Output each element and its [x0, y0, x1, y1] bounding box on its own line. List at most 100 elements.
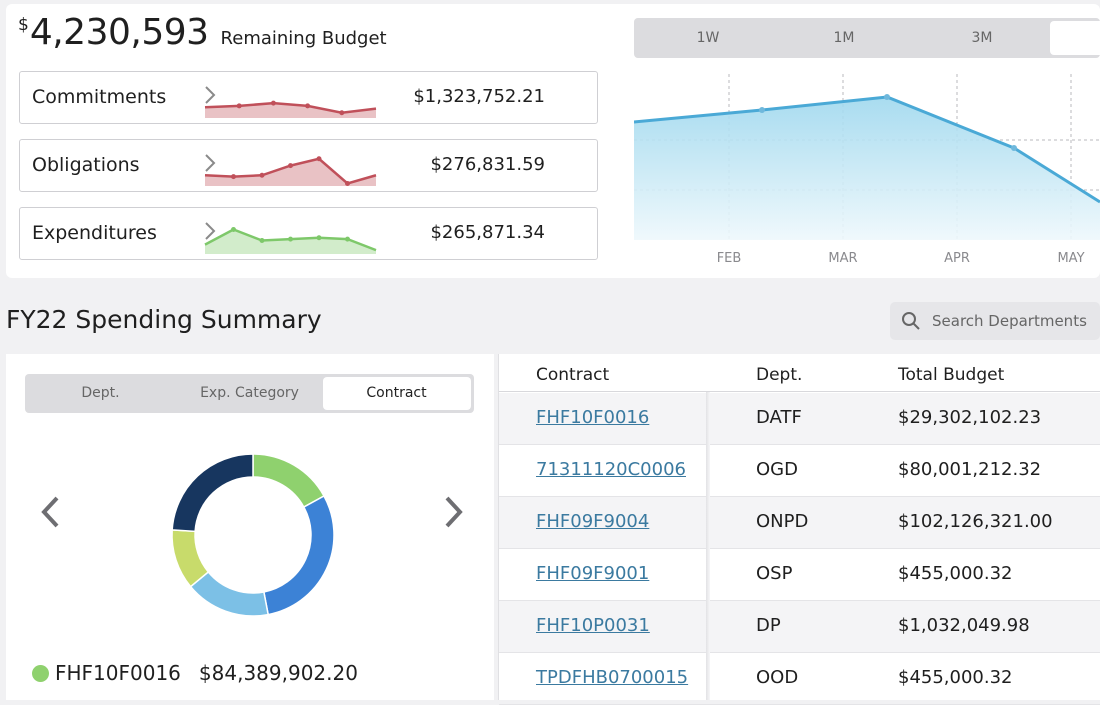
- metric-expenditures[interactable]: Expenditures $265,871.34: [19, 207, 598, 260]
- chevron-right-icon: [205, 222, 216, 240]
- range-selector: 1W 1M 3M: [634, 18, 1100, 58]
- budget-area-chart: FEB MAR APR MAY: [634, 74, 1100, 266]
- chevron-right-icon: [205, 154, 216, 172]
- chevron-right-icon[interactable]: [442, 494, 466, 530]
- sparkline-area: [205, 158, 376, 186]
- donut-segment[interactable]: [189, 570, 270, 617]
- sparkline-point: [288, 236, 293, 242]
- tab-contract[interactable]: Contract: [366, 385, 427, 401]
- section-title: FY22 Spending Summary: [6, 305, 322, 334]
- sparkline-point: [231, 174, 236, 180]
- data-point: [759, 107, 765, 113]
- data-point: [1011, 145, 1017, 151]
- budget-cell: $1,032,049.98: [898, 615, 1030, 636]
- tab-dept[interactable]: Dept.: [81, 385, 120, 401]
- table-row: TPDFHB0700015 OOD $455,000.32: [499, 653, 1100, 705]
- budget-cell: $29,302,102.23: [898, 407, 1042, 428]
- breakdown-selected-indicator: [323, 377, 471, 410]
- sparkline-point: [316, 235, 322, 241]
- sparkline-point: [316, 156, 322, 162]
- budget-cell: $455,000.32: [898, 667, 1013, 688]
- table-header: Contract Dept. Total Budget: [499, 354, 1100, 392]
- x-tick-label: FEB: [717, 251, 742, 266]
- table-row: FHF09F9004 ONPD $102,126,321.00: [499, 497, 1100, 549]
- currency-symbol: $: [18, 15, 29, 35]
- legend-label: FHF10F0016: [55, 661, 181, 685]
- table-row: FHF09F9001 OSP $455,000.32: [499, 549, 1100, 601]
- table-row: 71311120C0006 OGD $80,001,212.32: [499, 445, 1100, 497]
- x-tick-label: APR: [944, 251, 970, 266]
- metric-name: Expenditures: [32, 222, 157, 244]
- dept-cell: OGD: [756, 459, 798, 480]
- contract-link[interactable]: FHF10P0031: [536, 615, 650, 636]
- sparkline-point: [270, 100, 276, 106]
- budget-cell: $455,000.32: [898, 563, 1013, 584]
- dept-cell: DP: [756, 615, 781, 636]
- metric-value: $276,831.59: [430, 154, 545, 175]
- donut-legend: FHF10F0016 $84,389,902.20: [32, 661, 358, 685]
- sparkline-point: [305, 103, 311, 109]
- sparkline-point: [259, 238, 265, 243]
- column-divider: [706, 392, 710, 700]
- budget-label: Remaining Budget: [220, 28, 387, 49]
- metric-obligations[interactable]: Obligations $276,831.59: [19, 139, 598, 192]
- donut-segment[interactable]: [262, 494, 335, 616]
- dept-cell: ONPD: [756, 511, 809, 532]
- budget-cell: $80,001,212.32: [898, 459, 1042, 480]
- header-total-budget[interactable]: Total Budget: [898, 365, 1005, 385]
- header-dept[interactable]: Dept.: [756, 365, 803, 385]
- remaining-budget: $ 4,230,593 Remaining Budget: [18, 12, 387, 53]
- metric-value: $1,323,752.21: [413, 86, 545, 107]
- metric-name: Commitments: [32, 86, 167, 108]
- sparkline-point: [345, 181, 350, 186]
- search-box[interactable]: [890, 302, 1100, 340]
- legend-swatch: [32, 664, 49, 682]
- area-fill: [634, 97, 1100, 240]
- table-row: FHF10F0016 DATF $29,302,102.23: [499, 393, 1100, 445]
- range-tab-1w[interactable]: 1W: [696, 30, 720, 46]
- legend-amount: $84,389,902.20: [198, 661, 358, 685]
- dept-cell: OOD: [756, 667, 799, 688]
- contract-link[interactable]: FHF10F0016: [536, 407, 650, 428]
- dept-cell: DATF: [756, 407, 802, 428]
- sparkline-point: [339, 110, 345, 116]
- chevron-right-icon: [205, 86, 216, 104]
- chevron-left-icon[interactable]: [38, 494, 62, 530]
- contract-link[interactable]: TPDFHB0700015: [536, 667, 689, 688]
- range-tab-1m[interactable]: 1M: [833, 30, 855, 46]
- metric-value: $265,871.34: [430, 222, 545, 243]
- sparkline-area: [205, 229, 376, 254]
- sparkline-point: [259, 172, 265, 178]
- table-row: FHF10P0031 DP $1,032,049.98: [499, 601, 1100, 653]
- contracts-table: Contract Dept. Total Budget FHF10F0016 D…: [498, 354, 1100, 705]
- header-contract[interactable]: Contract: [536, 365, 610, 385]
- data-point: [884, 94, 890, 100]
- sparkline-point: [236, 103, 242, 109]
- x-tick-label: MAY: [1057, 251, 1084, 266]
- budget-cell: $102,126,321.00: [898, 511, 1053, 532]
- sparkline-line: [204, 101, 377, 115]
- search-icon: [902, 312, 920, 330]
- sparkline-point: [288, 163, 293, 169]
- obligations-sparkline: [204, 156, 377, 186]
- expenditures-sparkline: [204, 227, 377, 254]
- search-input[interactable]: [932, 302, 1098, 340]
- metric-name: Obligations: [32, 154, 140, 176]
- x-tick-label: MAR: [828, 251, 857, 266]
- sparkline-point: [345, 236, 350, 242]
- sparkline-area: [205, 103, 376, 118]
- range-tab-3m[interactable]: 3M: [971, 30, 993, 46]
- spending-donut-chart: [171, 453, 335, 617]
- contract-link[interactable]: 71311120C0006: [536, 459, 686, 480]
- donut-segment[interactable]: [252, 453, 325, 509]
- sparkline-point: [231, 227, 236, 232]
- metric-commitments[interactable]: Commitments $1,323,752.21: [19, 71, 598, 124]
- contract-link[interactable]: FHF09F9004: [536, 511, 650, 532]
- budget-amount: 4,230,593: [29, 12, 209, 53]
- range-selected-indicator: [1050, 21, 1100, 55]
- contract-link[interactable]: FHF09F9001: [536, 563, 650, 584]
- breakdown-selector: Dept. Exp. Category Contract: [25, 374, 474, 413]
- commitments-sparkline: [204, 100, 377, 118]
- tab-exp-category[interactable]: Exp. Category: [200, 385, 299, 401]
- donut-segment[interactable]: [171, 453, 254, 533]
